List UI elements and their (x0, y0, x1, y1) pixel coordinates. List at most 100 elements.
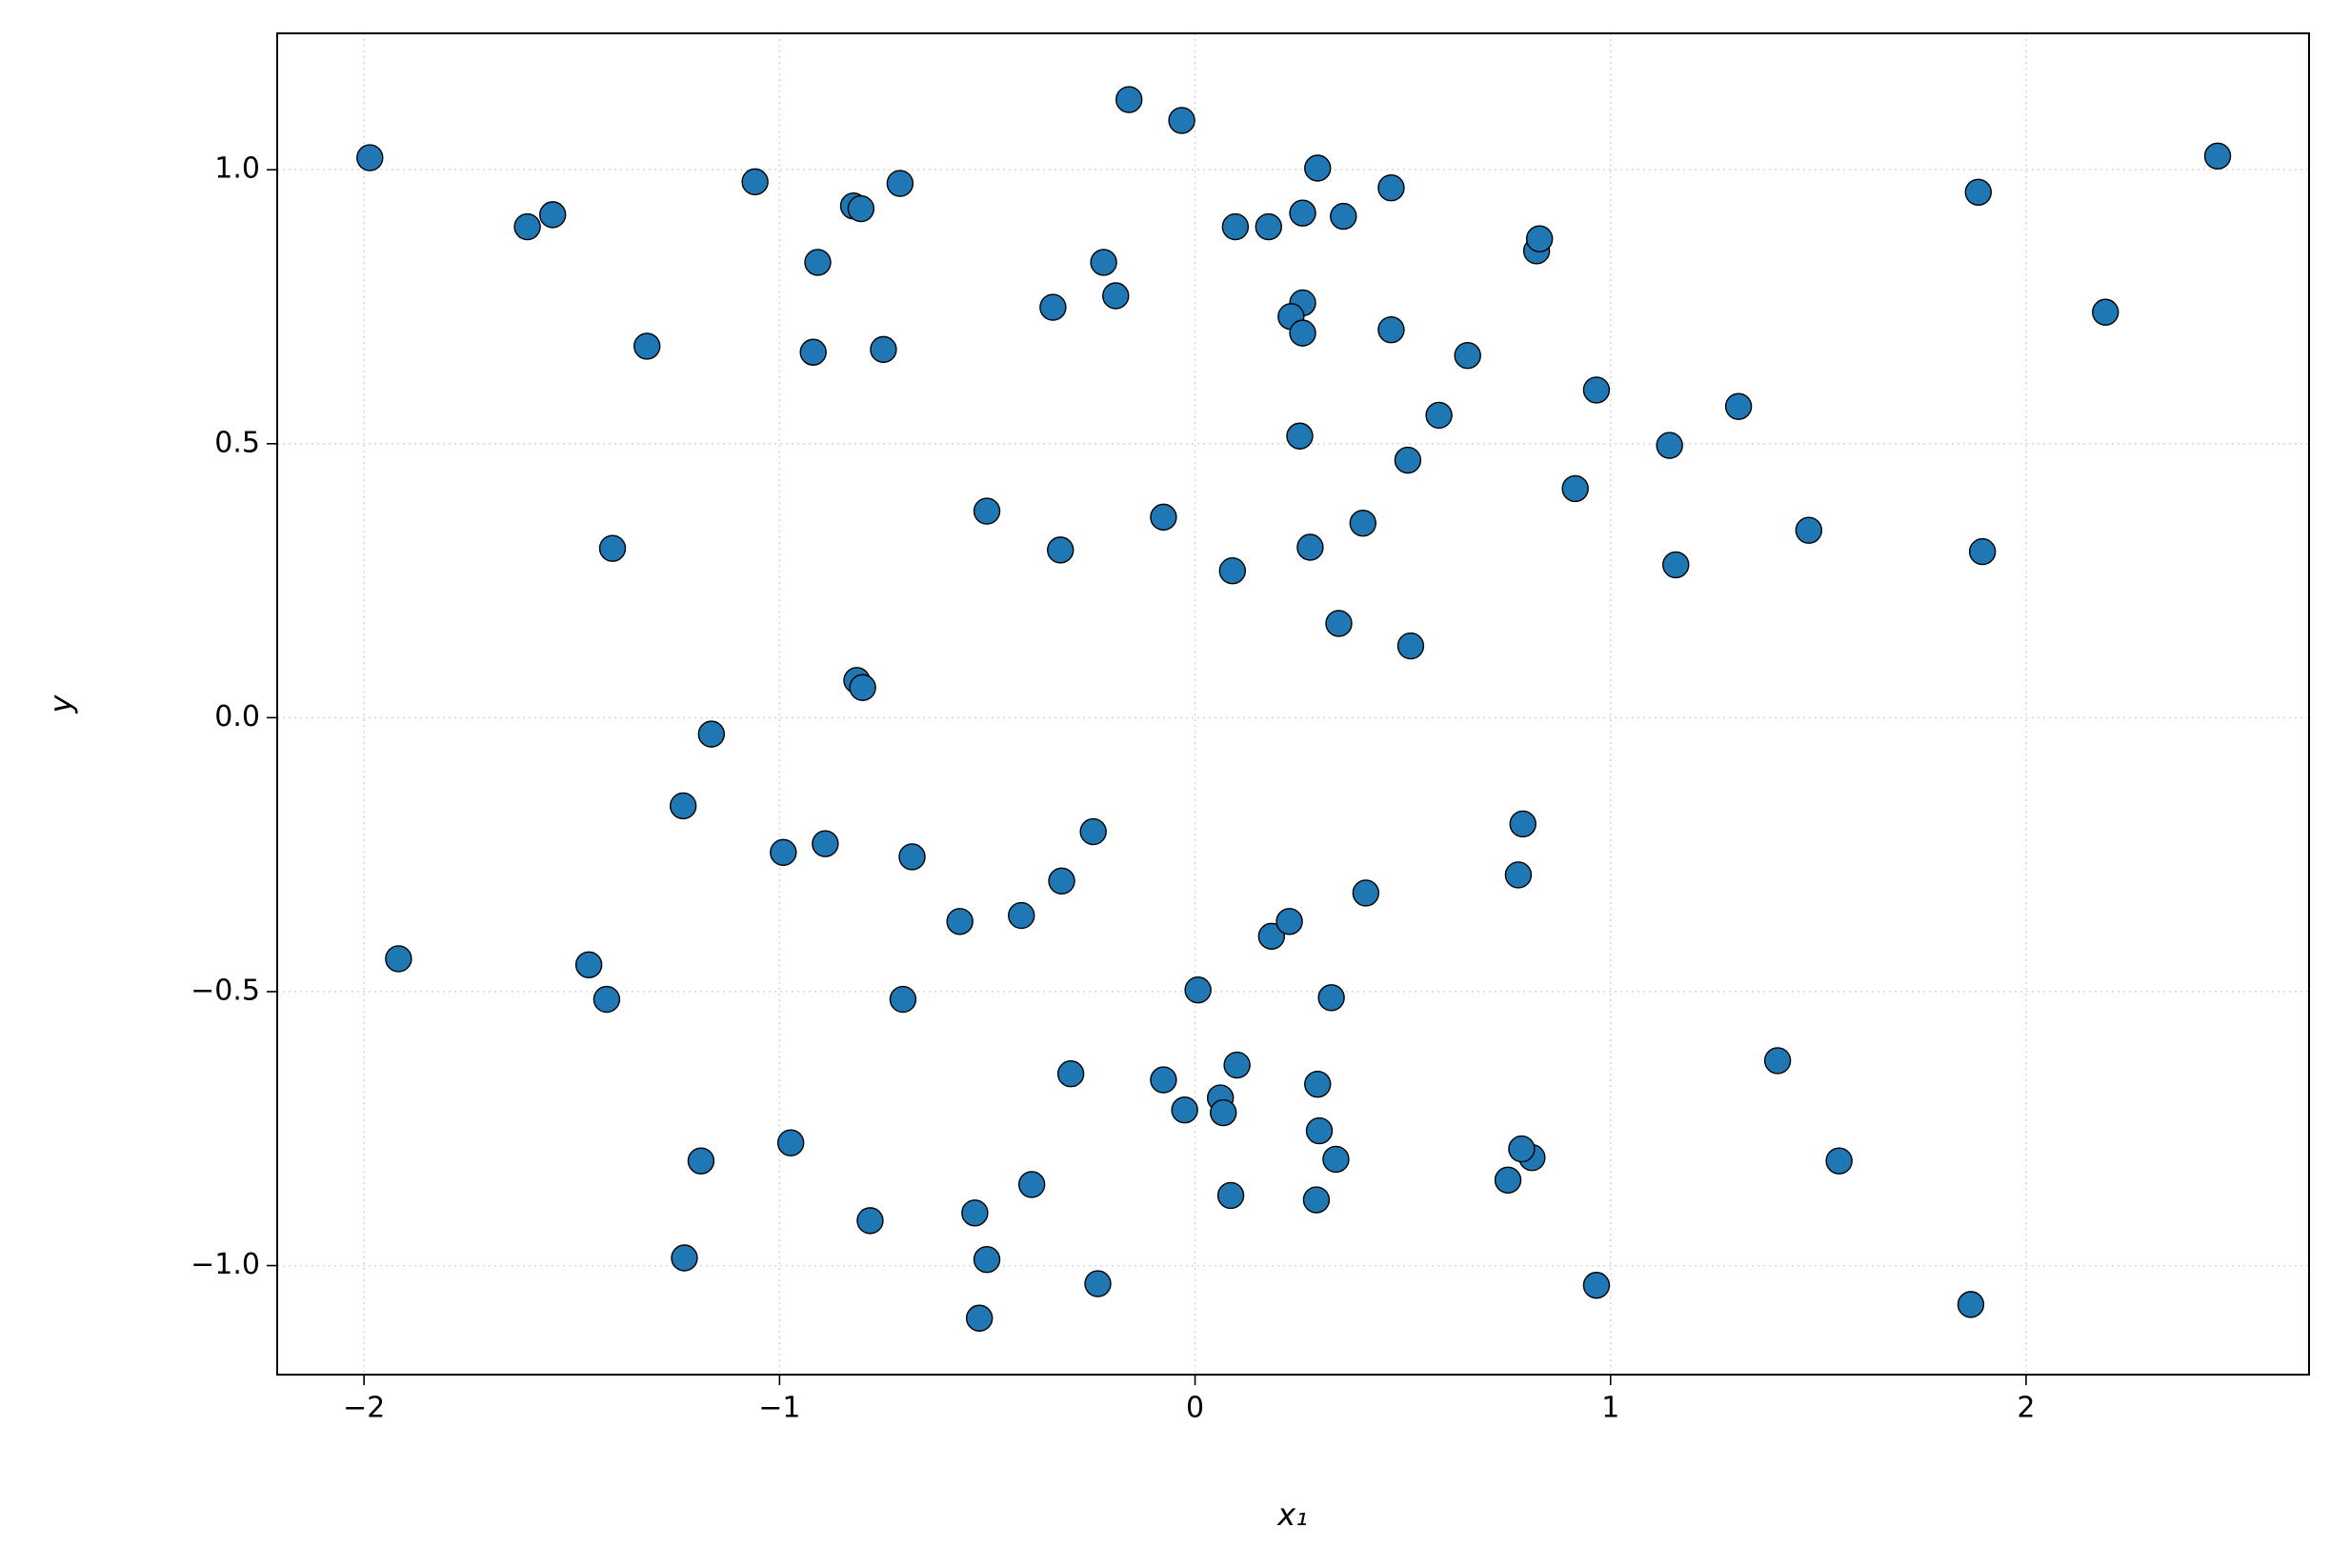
point (1171, 1096, 1198, 1124)
point (770, 838, 797, 867)
point (1825, 1147, 1853, 1175)
point (633, 332, 661, 360)
point (2203, 142, 2232, 171)
point (1763, 1047, 1792, 1075)
y-axis-label: y (43, 694, 79, 714)
point (849, 673, 876, 701)
point (593, 985, 621, 1014)
point (1017, 1171, 1046, 1198)
point (898, 843, 926, 871)
point (1425, 401, 1453, 430)
x-axis-label: x₁ (1276, 1497, 1308, 1533)
point (1305, 1116, 1334, 1145)
plot-layer (277, 33, 2309, 1375)
x-tick-label: −1 (758, 1392, 800, 1425)
point (1286, 422, 1314, 450)
point (1115, 86, 1143, 113)
point (385, 945, 412, 973)
x-tick-label: −2 (343, 1392, 385, 1425)
point (697, 720, 726, 748)
point (513, 212, 541, 241)
point (1056, 1060, 1085, 1088)
point (1289, 199, 1316, 227)
point (1396, 632, 1425, 660)
point (961, 1199, 989, 1227)
point (1509, 810, 1537, 838)
point (1795, 516, 1823, 544)
point (1504, 861, 1533, 889)
y-tick-label: −0.5 (191, 974, 260, 1007)
point (1008, 901, 1035, 930)
point (538, 201, 567, 229)
point (687, 1147, 715, 1175)
y-tick-label: 0.5 (214, 426, 260, 459)
x-tick-label: 0 (1186, 1392, 1204, 1425)
x-tick-label: 2 (2017, 1392, 2035, 1425)
plot-frame (276, 32, 2310, 1376)
y-tick-label: 1.0 (214, 152, 260, 186)
point (1275, 908, 1303, 935)
point (1454, 341, 1481, 370)
point (886, 170, 914, 197)
point (1084, 1270, 1112, 1297)
point (1257, 922, 1286, 951)
point (946, 908, 974, 935)
point (1656, 432, 1683, 459)
point (1724, 392, 1753, 420)
point (1325, 610, 1353, 637)
point (1168, 107, 1195, 134)
point (1304, 1070, 1332, 1098)
point (1304, 154, 1332, 182)
point (2092, 298, 2119, 326)
point (356, 144, 384, 171)
point (1394, 446, 1422, 474)
point (1964, 178, 1992, 206)
point (812, 830, 839, 857)
point (1582, 376, 1611, 404)
point (1349, 509, 1376, 537)
point (1218, 557, 1247, 585)
point (1223, 1051, 1251, 1079)
point (1047, 536, 1075, 564)
point (870, 335, 897, 364)
point (973, 1246, 1001, 1274)
point (1968, 537, 1997, 566)
x-tick-label: 1 (1601, 1392, 1619, 1425)
point (1957, 1291, 1985, 1318)
point (1302, 1186, 1331, 1214)
y-tick-label: 0.0 (214, 700, 260, 734)
point (1561, 474, 1589, 503)
point (965, 1304, 994, 1332)
point (1184, 976, 1212, 1004)
point (1221, 212, 1250, 241)
point (1150, 1066, 1177, 1094)
point (1317, 984, 1345, 1012)
point (1039, 293, 1067, 321)
point (1322, 1145, 1350, 1174)
point (973, 497, 1001, 525)
point (1377, 315, 1405, 344)
point (671, 1244, 698, 1272)
point (1048, 867, 1075, 895)
point (856, 1207, 884, 1235)
point (804, 249, 832, 276)
point (1662, 551, 1690, 579)
point (1210, 1098, 1237, 1127)
point (598, 534, 627, 562)
y-tick-label: −1.0 (191, 1248, 260, 1281)
point (669, 792, 697, 820)
point (1079, 817, 1107, 846)
point (741, 168, 769, 196)
point (1150, 503, 1177, 532)
point (1330, 202, 1357, 231)
point (1289, 319, 1316, 347)
point (776, 1129, 805, 1156)
point (574, 951, 603, 978)
point (1525, 225, 1554, 252)
point (1255, 212, 1282, 241)
point (1377, 173, 1405, 202)
point (1352, 879, 1380, 907)
point (1090, 249, 1117, 276)
